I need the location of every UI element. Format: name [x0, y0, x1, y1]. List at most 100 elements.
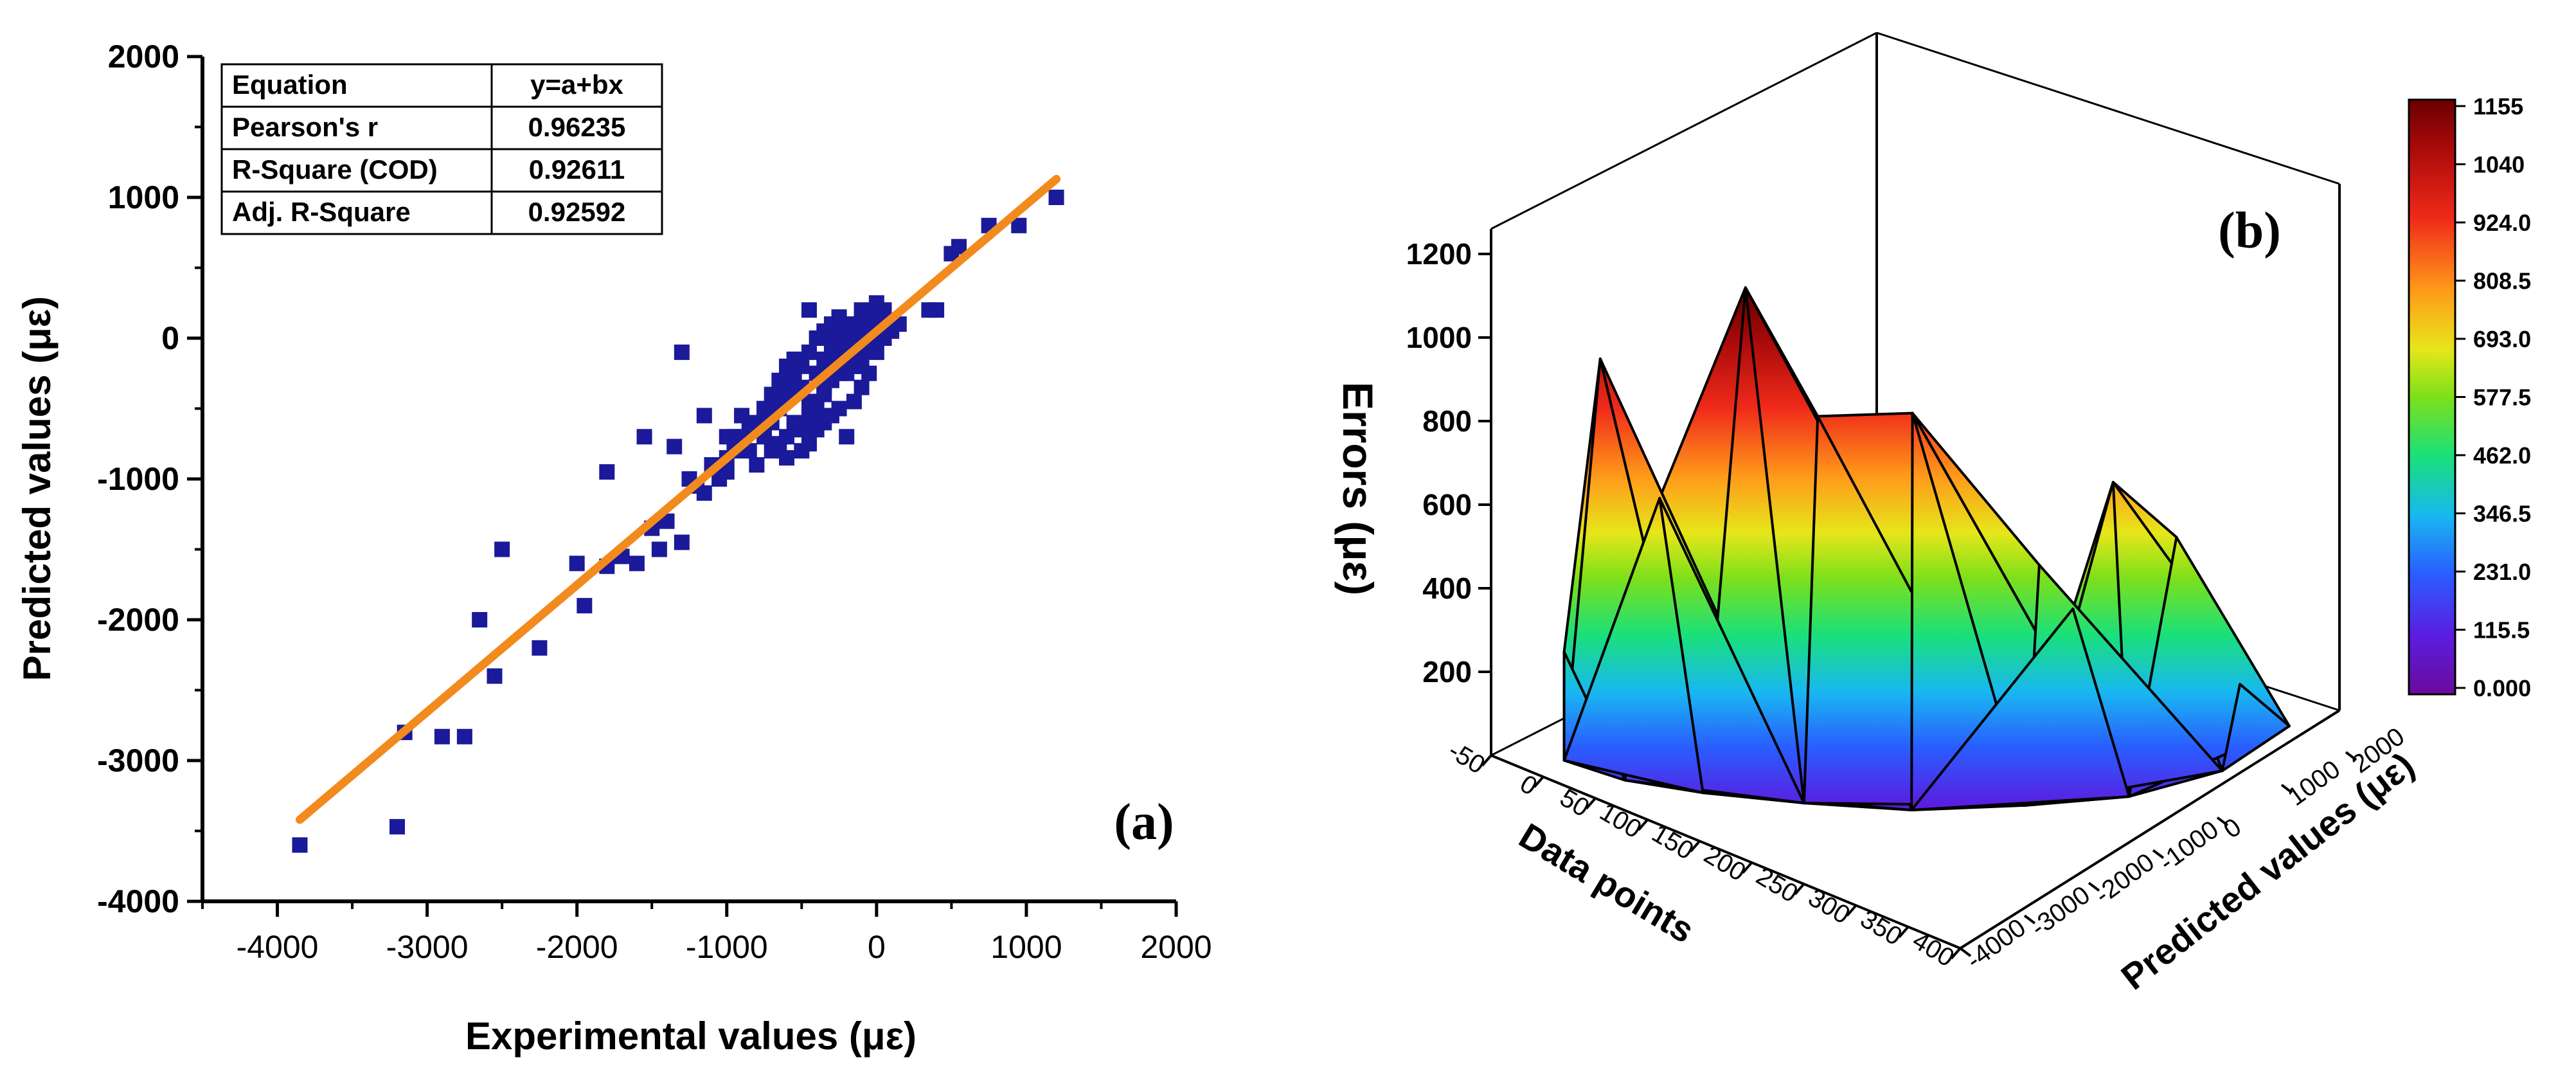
error-surface — [1562, 286, 2291, 811]
data-point — [696, 408, 712, 424]
data-point — [839, 330, 855, 346]
y-tick-label: 2000 — [108, 39, 179, 75]
x-tick-label: 2000 — [1140, 929, 1212, 965]
data-point — [472, 612, 488, 627]
data-point — [494, 541, 510, 557]
data-point — [577, 598, 593, 614]
data-point — [764, 386, 780, 402]
data-point — [854, 351, 870, 367]
colorbar-label: 346.5 — [2473, 501, 2531, 527]
y-tick-label: 0 — [161, 320, 179, 356]
stats-value: 0.92611 — [529, 154, 625, 185]
stats-cell — [220, 190, 493, 235]
data-point — [674, 344, 690, 360]
colorbar-label: 231.0 — [2473, 559, 2531, 585]
colorbar-label: 693.0 — [2473, 326, 2531, 352]
data-points-tick — [1689, 840, 1701, 852]
data-point — [839, 429, 855, 445]
predicted-tick-label: -3000 — [2025, 881, 2095, 942]
data-point — [1048, 190, 1064, 205]
y-tick-label: -1000 — [97, 461, 179, 497]
z-tick-label: 800 — [1422, 404, 1472, 438]
predicted-tick-label: -2000 — [2089, 848, 2160, 910]
data-point — [846, 316, 862, 332]
data-point — [434, 728, 450, 744]
data-points-tick-label: 300 — [1803, 883, 1855, 930]
panel-label-a: (a) — [1114, 794, 1174, 851]
scatter-panel: -4000 -3000 -2000 -1000 0 1000 2000 -4000 -3000 -… — [15, 39, 1212, 1058]
scatter-axes: -4000 -3000 -2000 -1000 0 1000 2000 -4000 -3000 -… — [97, 39, 1212, 965]
stats-cell — [220, 105, 493, 150]
data-points-tick — [1846, 905, 1857, 917]
top-edge-left — [1490, 32, 1877, 230]
stats-value: 0.92592 — [528, 197, 626, 227]
z-tick-label: 600 — [1422, 488, 1472, 521]
data-points-tick-label: 400 — [1908, 926, 1959, 973]
x-tick-label: -4000 — [237, 929, 319, 965]
surface-facet — [2221, 683, 2291, 772]
x-tick-label: 1000 — [990, 929, 1062, 965]
data-points-tick-label: 100 — [1595, 798, 1646, 844]
fit-line-group — [296, 175, 1061, 824]
data-points-tick — [1898, 926, 1910, 938]
data-point — [801, 302, 817, 318]
stats-table: Equation y=a+bx Pearson's r 0.96235 R-Square… — [220, 63, 663, 235]
data-point — [846, 393, 862, 410]
data-point — [801, 408, 817, 424]
y-tick-label: -3000 — [97, 743, 179, 779]
predicted-tick — [2152, 849, 2165, 860]
predicted-tick-label: -1000 — [2154, 815, 2224, 877]
stats-label: R-Square (COD) — [232, 154, 438, 185]
data-points-tick — [1742, 861, 1753, 874]
predicted-tick — [2216, 816, 2229, 827]
data-point — [389, 818, 405, 834]
data-points-tick — [1481, 754, 1492, 767]
data-point — [487, 668, 503, 684]
colorbar-label: 462.0 — [2473, 442, 2531, 469]
predicted-tick-label: -4000 — [1961, 914, 2031, 975]
stats-value: y=a+bx — [530, 69, 623, 100]
predicted-tick-label: 0 — [2218, 813, 2246, 844]
data-point — [666, 438, 683, 455]
z-tick-label: 1200 — [1406, 237, 1472, 271]
y-tick-label: 1000 — [108, 179, 179, 215]
data-points-tick — [1585, 797, 1597, 809]
stats-cell — [490, 105, 663, 150]
data-point — [831, 309, 847, 325]
data-point — [456, 728, 472, 744]
data-point — [292, 837, 308, 853]
data-point — [696, 485, 712, 501]
data-point — [734, 408, 750, 424]
predicted-tick — [2345, 751, 2357, 761]
data-point — [569, 555, 585, 572]
floor-edge-predicted — [1959, 709, 2341, 950]
data-point — [854, 379, 870, 395]
data-points-tick-label: 150 — [1647, 819, 1699, 865]
data-point — [831, 401, 847, 417]
fit-line — [296, 175, 1061, 824]
data-point — [599, 464, 615, 480]
data-points-tick-label: 50 — [1555, 784, 1594, 823]
stats-cell — [220, 148, 493, 193]
data-point — [636, 429, 652, 445]
stats-label: Adj. R-Square — [232, 197, 411, 227]
y-tick-label: -4000 — [97, 883, 179, 919]
z-axis-label: Errors (με) — [1334, 382, 1382, 595]
colorbar-label: 115.5 — [2473, 617, 2530, 644]
x-tick-label: -3000 — [386, 929, 469, 965]
surface-facet — [1910, 607, 2131, 811]
data-point — [674, 534, 690, 550]
data-point — [629, 555, 645, 572]
colorbar-label: 0.000 — [2473, 675, 2531, 701]
data-points-tick-label: -50 — [1444, 736, 1490, 779]
data-point — [779, 450, 794, 466]
colorbar-bar — [2408, 98, 2456, 696]
predicted-tick — [2088, 881, 2100, 892]
z-tick-label: 400 — [1422, 572, 1472, 605]
data-point — [756, 401, 773, 417]
data-points-tick — [1794, 883, 1805, 896]
stats-value: 0.96235 — [528, 112, 626, 142]
data-point — [786, 351, 802, 367]
x-tick-label: -2000 — [536, 929, 618, 965]
predicted-tick — [2280, 784, 2293, 794]
